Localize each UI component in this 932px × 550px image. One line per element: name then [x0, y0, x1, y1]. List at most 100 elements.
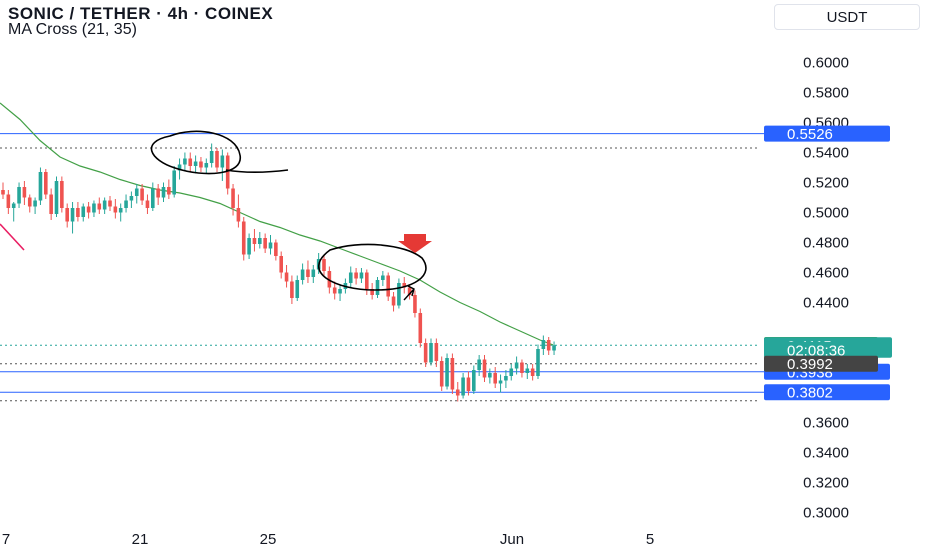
candle-body [348, 272, 353, 283]
candle-body [530, 368, 535, 376]
candle [274, 239, 278, 261]
candle-body [466, 377, 471, 391]
candle-body [236, 208, 241, 222]
candle-body [27, 197, 32, 207]
candle-body [183, 158, 187, 165]
candle [145, 194, 150, 214]
candle-body [498, 380, 503, 384]
y-tick-label: 0.4800 [803, 235, 849, 252]
candle-body [381, 275, 385, 280]
candle [140, 184, 144, 205]
candle-body [461, 377, 465, 396]
candle [102, 197, 107, 214]
price-tag-label: 02:08:36 [787, 342, 845, 359]
candle [225, 152, 230, 195]
candle [60, 176, 64, 213]
y-tick-label: 0.4600 [803, 265, 849, 282]
candle [466, 371, 471, 396]
candle [49, 188, 53, 220]
candle-body [220, 155, 225, 168]
candle-body [140, 188, 144, 201]
candle-body [359, 272, 364, 279]
candle-body [161, 187, 166, 198]
y-tick-label: 0.6000 [803, 55, 849, 72]
ma-line [0, 102, 554, 346]
candle-body [525, 368, 530, 373]
candle [193, 155, 198, 174]
candle [241, 217, 246, 261]
candle-body [407, 287, 412, 295]
x-tick-label: 7 [2, 531, 10, 548]
price-tag [764, 341, 892, 358]
candle-body [290, 281, 294, 298]
candle-body [6, 194, 11, 208]
y-tick-label: 0.3000 [803, 505, 849, 522]
candle-body [1, 190, 5, 195]
candle-body [284, 272, 289, 282]
candle-body [520, 362, 524, 373]
candle-body [177, 164, 182, 171]
candle [220, 149, 225, 181]
candle [525, 364, 530, 379]
candle-body [295, 280, 300, 298]
candle-body [509, 368, 514, 376]
candle [354, 268, 358, 285]
candle [322, 254, 326, 276]
candle-body [429, 343, 433, 363]
candle-body [402, 283, 407, 288]
price-tag [764, 355, 878, 372]
candle-body [274, 242, 278, 256]
candle [434, 338, 439, 367]
candle [300, 263, 305, 285]
y-tick-label: 0.5200 [803, 175, 849, 192]
y-tick-label: 0.3200 [803, 475, 849, 492]
x-tick-label: 25 [260, 531, 277, 548]
price-axis[interactable]: 0.60000.58000.56000.54000.52000.50000.48… [803, 55, 849, 522]
candle-body [472, 370, 476, 391]
candle-body [300, 269, 305, 280]
candle [338, 284, 342, 301]
candle [97, 197, 102, 214]
annotation-circle-mid [317, 243, 427, 291]
candle-body [81, 206, 86, 217]
candle-body [386, 275, 390, 297]
candle-body [365, 272, 369, 289]
candle [413, 290, 417, 318]
candle [252, 229, 257, 252]
candle [381, 271, 385, 286]
candle [188, 152, 193, 172]
x-tick-label: Jun [500, 531, 524, 548]
y-tick-label: 0.3400 [803, 445, 849, 462]
candle [76, 202, 80, 222]
candle [445, 353, 449, 390]
price-tags: 0.55260.39380.38020.41170.411502:08:360.… [764, 125, 892, 402]
candle-body [86, 206, 91, 213]
chart-title: SONIC / TETHER · 4h · COINEX [8, 4, 274, 23]
candle-body [172, 170, 176, 195]
candle-body [118, 208, 123, 213]
candle [546, 337, 551, 355]
candle-body [327, 271, 332, 288]
currency-selector[interactable]: USDT [774, 4, 920, 30]
candle [22, 181, 27, 205]
candle [118, 203, 123, 222]
candle-body [60, 181, 64, 208]
candle [477, 355, 481, 376]
candle [38, 167, 43, 205]
candle-body [188, 158, 193, 166]
candle-body [33, 200, 37, 207]
candle-body [263, 238, 267, 249]
candle [151, 182, 155, 211]
candle-body [504, 376, 508, 381]
time-axis[interactable]: 7 21 25 Jun 5 [2, 531, 654, 548]
candle-body [482, 359, 487, 378]
level-tag [764, 125, 890, 142]
candle [450, 353, 455, 394]
candle [439, 356, 444, 391]
candle-body [22, 187, 27, 198]
candle [199, 157, 203, 172]
candle [498, 374, 503, 393]
candle [108, 196, 112, 211]
candle-body [514, 362, 519, 369]
